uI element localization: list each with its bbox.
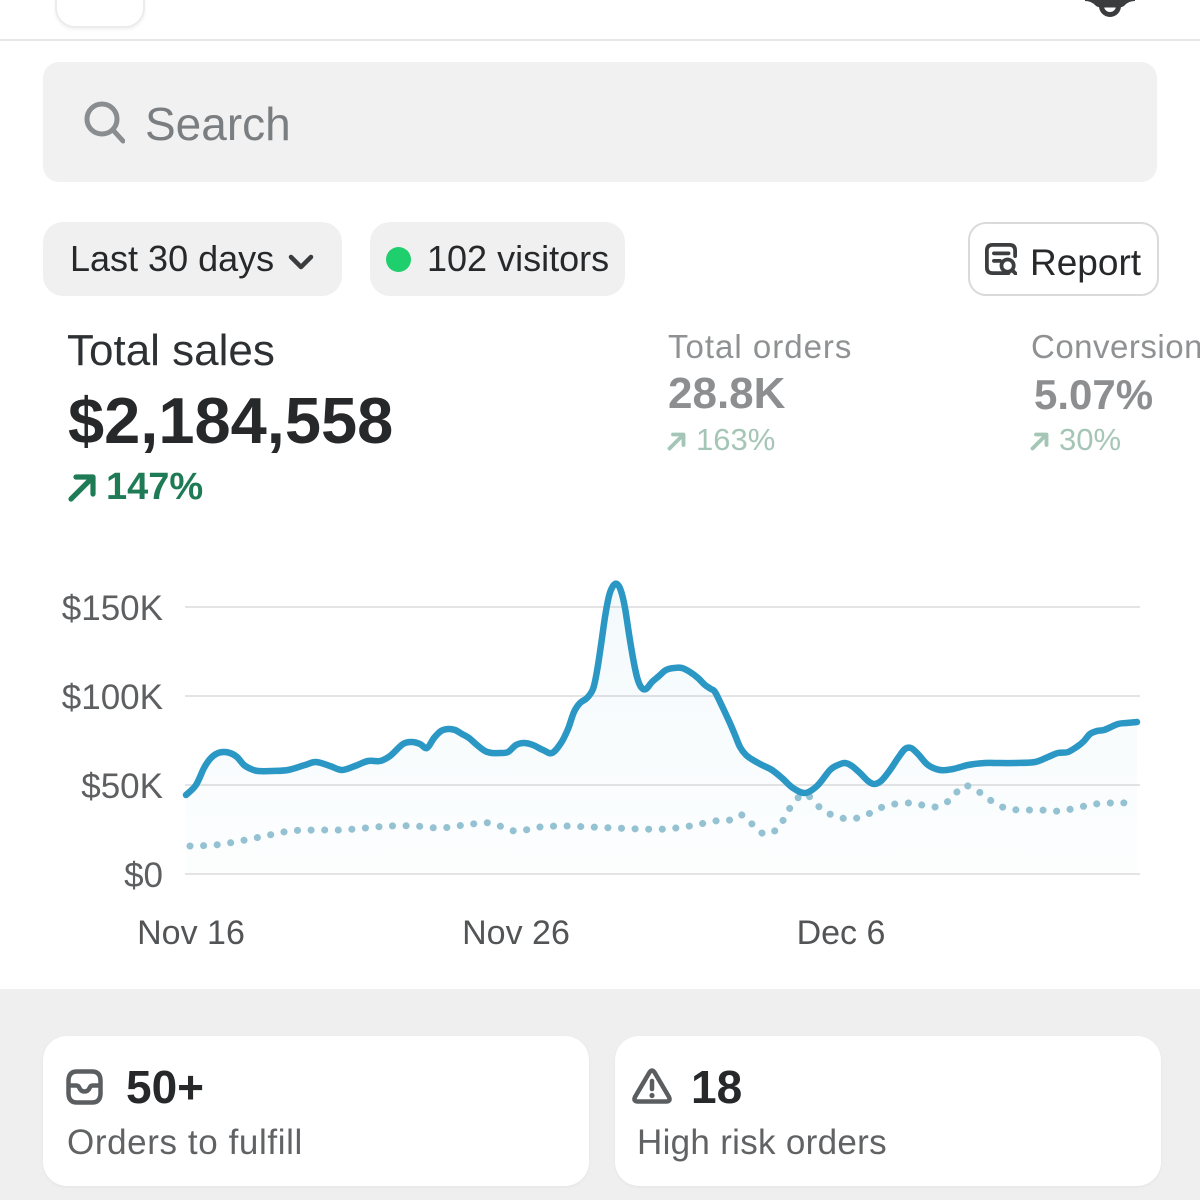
svg-text:$0: $0 <box>124 856 163 895</box>
svg-text:$100K: $100K <box>62 678 163 717</box>
svg-text:Nov 26: Nov 26 <box>462 914 570 952</box>
svg-text:$50K: $50K <box>81 767 163 806</box>
svg-text:Nov 16: Nov 16 <box>137 914 245 952</box>
svg-text:$150K: $150K <box>62 589 163 628</box>
svg-text:Dec 6: Dec 6 <box>797 914 886 952</box>
